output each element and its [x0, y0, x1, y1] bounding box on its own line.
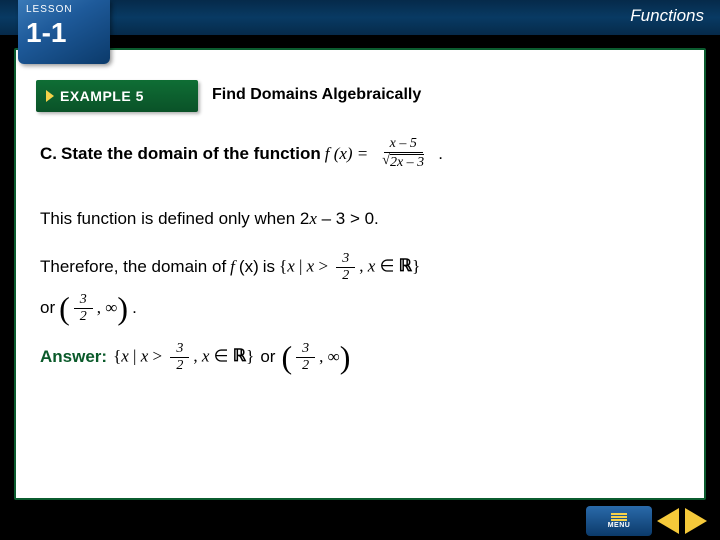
menu-button[interactable]: MENU [586, 506, 652, 536]
explanation-1: This function is defined only when 2x – … [40, 207, 680, 231]
question-line: C. State the domain of the function f (x… [40, 136, 680, 171]
interval-notation: ( 3 2 , ∞ ) [59, 292, 128, 325]
explain2-fn: f [230, 255, 235, 279]
ans-paren-close-icon: ) [340, 345, 351, 371]
next-button[interactable] [682, 506, 710, 536]
bottom-nav: MENU [586, 506, 710, 536]
ans-set-bar: | [129, 346, 141, 365]
example-number: EXAMPLE 5 [60, 88, 144, 104]
set-close: } [412, 256, 420, 275]
sqrt-expr: √ 2x – 3 [382, 154, 424, 170]
question-fraction: x – 5 √ 2x – 3 [376, 136, 430, 171]
menu-icon [611, 513, 627, 521]
ans-int-frac-den: 2 [296, 358, 315, 374]
explain1-var: x [309, 209, 317, 228]
explain2-paren: (x) [239, 255, 259, 279]
chevron-right-icon [46, 90, 54, 102]
question-prompt: State the domain of the function [61, 142, 321, 166]
set-bar: | [295, 256, 307, 275]
domain-set: {x | x > 3 2 , x ∈ ℝ} [279, 251, 420, 284]
set-open: { [279, 256, 287, 275]
ans-frac-num: 3 [170, 341, 189, 358]
menu-label: MENU [608, 522, 631, 529]
interval-fraction: 3 2 [74, 292, 93, 325]
content-frame: EXAMPLE 5 Find Domains Algebraically C. … [14, 48, 706, 500]
explain2-post: is [263, 255, 275, 279]
set-in: ∈ [375, 256, 398, 275]
ans-set-fraction: 3 2 [170, 341, 189, 374]
ans-set-in: ∈ [209, 346, 232, 365]
explain2-pre: Therefore, the domain of [40, 255, 226, 279]
answer-interval: ( 3 2 , ∞ ) [281, 341, 350, 374]
lesson-badge: LESSON 1-1 [18, 0, 110, 64]
fraction-denominator: √ 2x – 3 [376, 153, 430, 171]
set-frac-den: 2 [336, 268, 355, 284]
ans-int-frac-num: 3 [296, 341, 315, 358]
paren-close-icon: ) [117, 296, 128, 322]
ans-paren-open-icon: ( [281, 345, 292, 371]
arrow-left-icon [657, 508, 679, 534]
int-frac-den: 2 [74, 309, 93, 325]
real-symbol: ℝ [399, 254, 412, 278]
set-var: x [287, 256, 295, 275]
example-badge: EXAMPLE 5 [36, 80, 198, 112]
sqrt-icon: √ [382, 154, 390, 168]
explanation-2: Therefore, the domain of f (x) is {x | x… [40, 251, 680, 284]
set-fraction: 3 2 [336, 251, 355, 284]
answer-row: Answer: {x | x > 3 2 , x ∈ ℝ} or ( 3 2 ,… [40, 341, 680, 374]
unit-title: Functions [630, 6, 704, 26]
function-lhs: f (x) = [325, 142, 369, 166]
prev-button[interactable] [654, 506, 682, 536]
arrow-right-icon [685, 508, 707, 534]
answer-label: Answer: [40, 345, 107, 369]
interval-rest: , ∞ [97, 296, 118, 320]
lesson-number: 1-1 [26, 19, 102, 47]
ans-interval-rest: , ∞ [319, 345, 340, 369]
fraction-numerator: x – 5 [384, 136, 423, 153]
ans-set-sep: , [193, 346, 202, 365]
or-interval-line: or ( 3 2 , ∞ ) . [40, 292, 680, 325]
ans-set-var: x [121, 346, 129, 365]
example-title: Find Domains Algebraically [212, 86, 421, 104]
ans-set-gt: > [148, 346, 166, 365]
paren-open-icon: ( [59, 296, 70, 322]
question-part: C. [40, 142, 57, 166]
or-text: or [40, 296, 55, 320]
or-period: . [132, 296, 137, 320]
answer-or: or [260, 345, 275, 369]
question-period: . [438, 142, 443, 166]
set-frac-num: 3 [336, 251, 355, 268]
ans-set-close: } [246, 346, 254, 365]
lesson-label: LESSON [26, 4, 102, 15]
ans-real-symbol: ℝ [233, 344, 246, 368]
slide-body: C. State the domain of the function f (x… [40, 136, 680, 374]
explain1-pre: This function is defined only when 2 [40, 209, 309, 228]
explain1-mid: – 3 > 0. [317, 209, 379, 228]
set-gt: > [314, 256, 332, 275]
sqrt-radicand: 2x – 3 [390, 154, 424, 170]
ans-frac-den: 2 [170, 358, 189, 374]
set-sep: , [359, 256, 368, 275]
answer-set: {x | x > 3 2 , x ∈ ℝ} [113, 341, 254, 374]
ans-interval-fraction: 3 2 [296, 341, 315, 374]
int-frac-num: 3 [74, 292, 93, 309]
